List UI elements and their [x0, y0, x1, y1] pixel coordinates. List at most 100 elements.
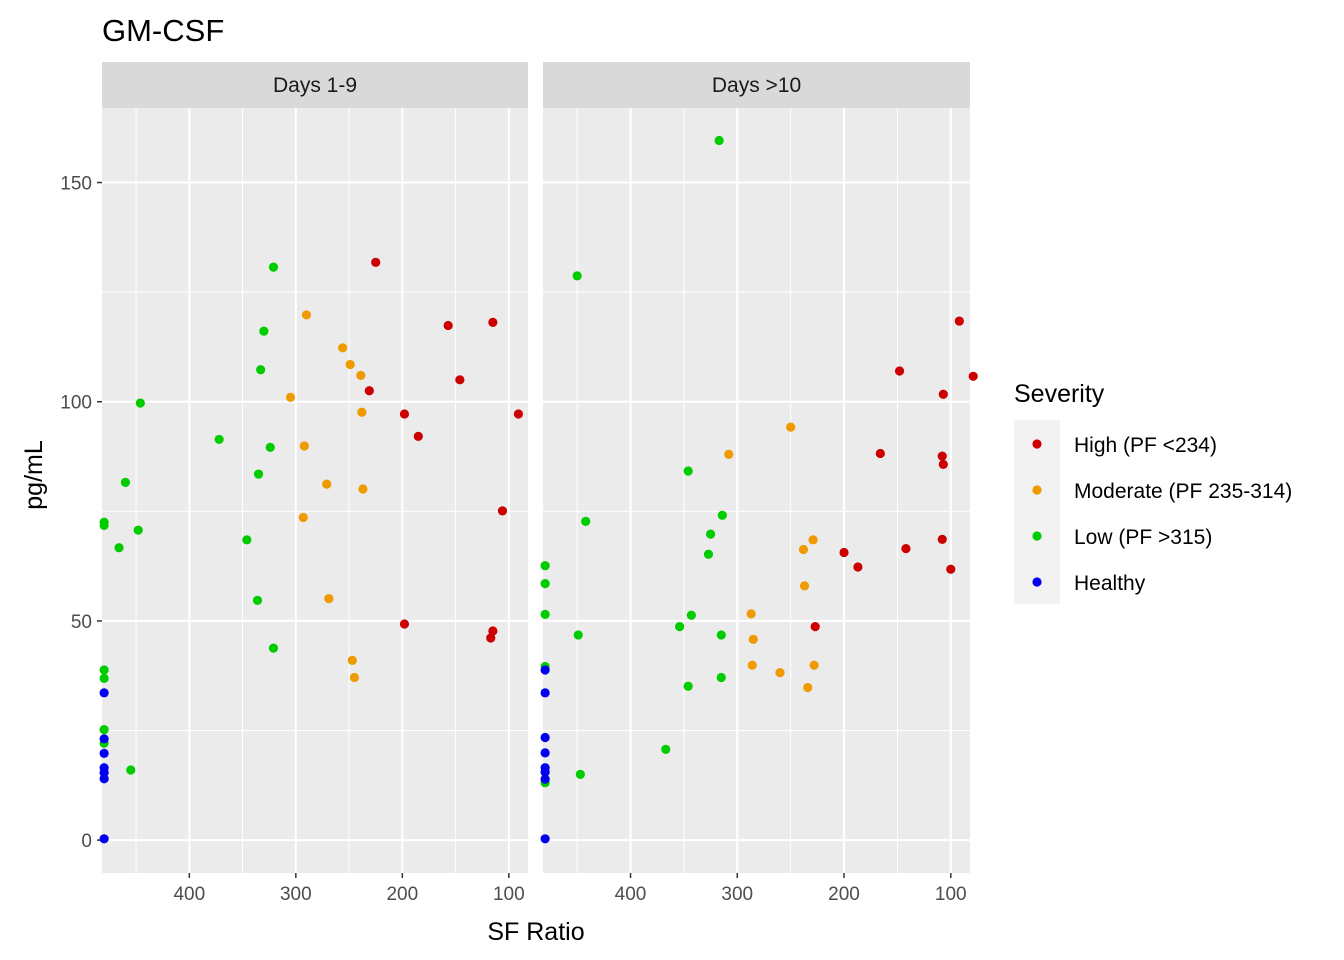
data-point [946, 564, 956, 574]
data-point [268, 262, 279, 272]
data-point [747, 660, 757, 670]
data-point [716, 630, 726, 640]
data-point [299, 441, 309, 451]
data-point [748, 634, 758, 644]
data-point [242, 535, 252, 545]
data-point [357, 407, 367, 417]
data-point [214, 434, 224, 445]
data-point [443, 320, 453, 331]
data-point [937, 534, 947, 544]
data-point [99, 520, 109, 530]
data-point [703, 549, 714, 559]
data-point [968, 371, 978, 381]
data-point [99, 734, 109, 744]
data-point [724, 449, 734, 459]
legend-label: Healthy [1074, 572, 1146, 595]
data-point [126, 765, 136, 775]
data-point [256, 365, 266, 375]
facet-strip-label: Days >10 [712, 74, 801, 97]
data-point [345, 359, 355, 370]
facet-strip-label: Days 1-9 [273, 74, 357, 97]
legend-key [1032, 485, 1042, 495]
legend-label: Moderate (PF 235-314) [1074, 480, 1292, 503]
data-point [259, 326, 269, 336]
data-point [268, 643, 279, 653]
legend-title: Severity [1014, 380, 1105, 408]
data-point [799, 581, 810, 591]
chart-title: GM-CSF [102, 13, 224, 48]
data-point [265, 442, 275, 452]
x-tick-label: 300 [280, 884, 312, 905]
x-tick-label: 100 [935, 884, 967, 905]
legend: Severity High (PF <234) Moderate (PF 235-… [1014, 380, 1292, 604]
panels: Days 1-9 400 300 200 100 0 50 100 150 Days >10 400… [60, 62, 978, 905]
data-point [513, 409, 524, 419]
data-point [540, 665, 550, 675]
x-tick-label: 200 [386, 884, 418, 905]
data-point [954, 316, 964, 326]
data-point [809, 660, 819, 670]
data-point [349, 672, 360, 683]
data-point [253, 469, 264, 479]
data-point [894, 366, 905, 376]
data-point [938, 459, 948, 470]
data-point [486, 633, 496, 643]
data-point [714, 135, 724, 146]
data-point [901, 543, 911, 554]
panel-background [102, 108, 528, 873]
data-point [358, 484, 368, 494]
legend-label: High (PF <234) [1074, 434, 1217, 457]
data-point [540, 748, 550, 758]
legend-key-background [1014, 420, 1060, 604]
data-point [683, 466, 693, 476]
data-point [364, 386, 374, 396]
y-tick-label: 0 [81, 831, 92, 852]
data-point [399, 619, 410, 629]
legend-key [1032, 439, 1042, 449]
data-point [338, 343, 348, 353]
data-point [413, 431, 423, 441]
facet-strip [102, 62, 528, 108]
legend-key [1032, 531, 1042, 541]
x-tick-label: 300 [721, 884, 753, 905]
data-point [581, 516, 591, 527]
data-point [839, 547, 849, 558]
data-point [540, 774, 550, 784]
data-point [99, 665, 109, 675]
data-point [786, 422, 796, 432]
y-axis-title: pg/mL [20, 440, 48, 510]
data-point [488, 626, 498, 636]
data-point [252, 595, 263, 605]
data-point [497, 506, 508, 516]
data-point [572, 271, 582, 281]
facet-strip [543, 62, 970, 108]
data-point [540, 579, 550, 589]
x-tick-label: 400 [173, 884, 205, 905]
legend-key [1032, 577, 1042, 587]
facet-panel: Days 1-9 400 300 200 100 0 50 100 150 [60, 62, 528, 905]
data-point [99, 673, 109, 683]
y-tick-label: 100 [60, 393, 92, 414]
data-point [488, 317, 498, 327]
y-tick-label: 150 [60, 174, 92, 195]
data-point [99, 725, 109, 735]
data-point [705, 529, 716, 539]
y-tick-label: 50 [71, 612, 92, 633]
data-point [356, 370, 366, 381]
x-tick-label: 200 [828, 884, 860, 905]
x-tick-label: 400 [615, 884, 647, 905]
data-point [853, 562, 863, 572]
data-point [135, 398, 145, 408]
data-point [99, 748, 109, 758]
data-point [938, 389, 948, 399]
data-point [322, 479, 332, 489]
data-point [324, 593, 334, 604]
x-axis-title: SF Ratio [487, 918, 584, 946]
data-point [540, 834, 550, 844]
data-point [686, 610, 696, 620]
data-point [746, 609, 756, 619]
data-point [540, 732, 550, 743]
data-point [803, 682, 813, 693]
data-point [808, 535, 818, 545]
